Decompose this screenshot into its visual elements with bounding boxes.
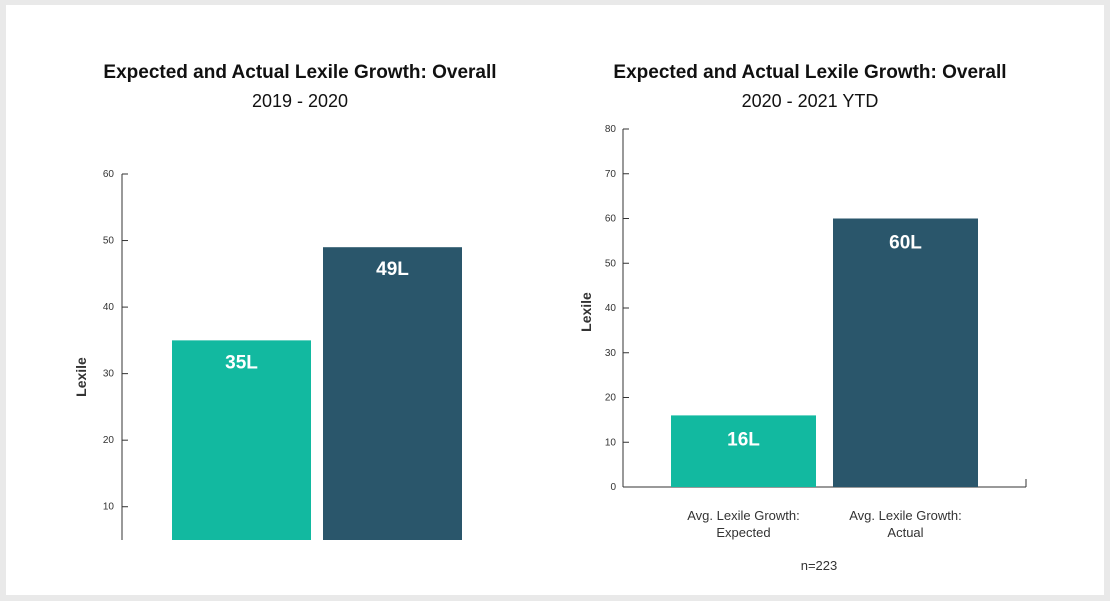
y-tick-label: 20 [605, 393, 617, 404]
y-tick-label: 50 [103, 236, 115, 247]
bar-value-label: 35L [225, 352, 258, 373]
chart-title: Expected and Actual Lexile Growth: Overa… [613, 62, 1006, 83]
chart-2020-2021-ytd: Expected and Actual Lexile Growth: Overa… [578, 62, 1027, 573]
bar-value-label: 49L [376, 259, 409, 280]
charts-canvas: Expected and Actual Lexile Growth: Overa… [73, 62, 1027, 573]
y-tick-label: 60 [103, 169, 115, 180]
y-tick-label: 20 [103, 435, 115, 446]
bar-value-label: 16L [727, 429, 760, 450]
bar-value-label: 60L [889, 233, 922, 254]
y-tick-label: 10 [605, 437, 617, 448]
chart-frame: Expected and Actual Lexile Growth: Overa… [6, 5, 1104, 595]
y-tick-label: 30 [605, 348, 617, 359]
bar-actual [323, 247, 462, 540]
y-tick-label: 70 [605, 169, 617, 180]
bar-expected [172, 340, 311, 540]
y-tick-label: 10 [103, 502, 115, 513]
y-tick-label: 0 [610, 482, 616, 493]
y-tick-label: 50 [605, 258, 617, 269]
x-category-label: Expected [716, 525, 770, 540]
chart-2019-2020: Expected and Actual Lexile Growth: Overa… [73, 62, 497, 540]
x-category-label: Actual [887, 525, 923, 540]
sample-size-note: n=223 [801, 558, 838, 573]
y-tick-label: 80 [605, 124, 617, 135]
y-tick-label: 30 [103, 369, 115, 380]
y-axis-label: Lexile [578, 292, 594, 332]
x-category-label: Avg. Lexile Growth: [687, 508, 799, 523]
y-tick-label: 60 [605, 214, 617, 225]
y-tick-label: 40 [103, 302, 115, 313]
chart-subtitle: 2019 - 2020 [252, 91, 348, 111]
y-tick-label: 40 [605, 303, 617, 314]
chart-title: Expected and Actual Lexile Growth: Overa… [103, 62, 496, 83]
chart-subtitle: 2020 - 2021 YTD [742, 91, 879, 111]
bar-expected [671, 415, 816, 487]
bar-actual [833, 218, 978, 487]
y-axis-label: Lexile [73, 357, 89, 397]
x-category-label: Avg. Lexile Growth: [849, 508, 961, 523]
